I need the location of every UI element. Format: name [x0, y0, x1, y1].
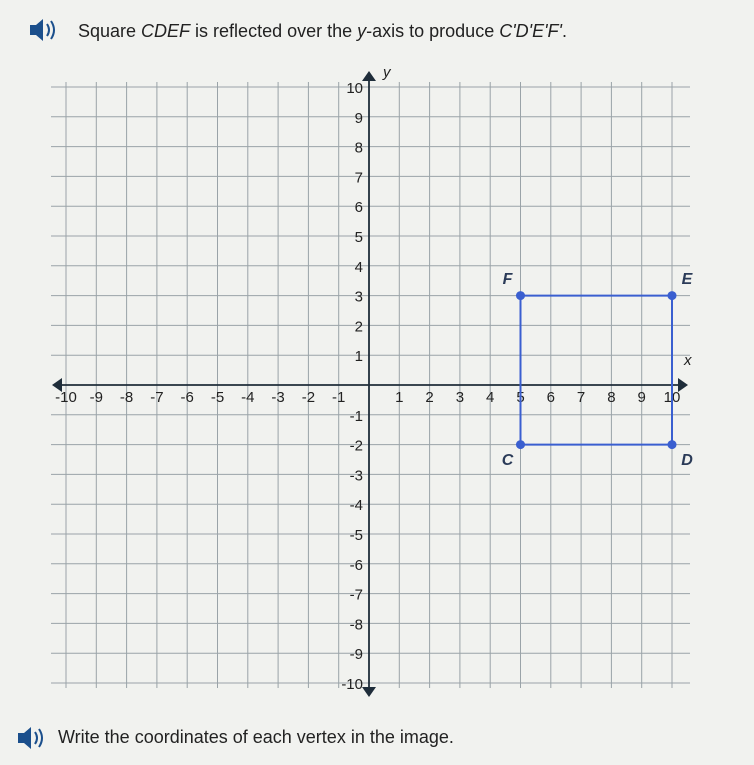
x-tick-label: -7: [150, 389, 163, 406]
y-tick-label: 3: [355, 289, 363, 306]
x-tick-label: -5: [211, 389, 224, 406]
question-segment: .: [562, 21, 567, 41]
vertex-label: E: [682, 271, 694, 288]
vertex-point: [516, 440, 525, 450]
x-tick-label: 4: [486, 389, 494, 406]
speaker-icon[interactable]: [30, 19, 55, 41]
vertex-label: D: [681, 452, 693, 469]
question-text: Square CDEF is reflected over the y-axis…: [78, 21, 567, 41]
vertex-point: [516, 291, 525, 301]
x-tick-label: 8: [607, 389, 615, 406]
x-tick-label: 7: [577, 389, 585, 406]
square: [519, 294, 673, 446]
x-tick-label: -1: [332, 389, 345, 406]
question-segment: CDEF: [141, 21, 191, 41]
x-tick-label: 3: [456, 389, 464, 406]
x-tick-label: -6: [181, 389, 194, 406]
question-segment: -axis to produce: [366, 21, 499, 41]
prompt-text: Write the coordinates of each vertex in …: [58, 727, 454, 747]
question-segment: y: [355, 21, 367, 41]
vertex-label: F: [503, 271, 514, 288]
y-tick-label: 10: [346, 80, 363, 97]
x-tick-label: 9: [638, 389, 646, 406]
x-tick-label: -3: [271, 389, 284, 406]
y-tick-label: -1: [350, 408, 363, 425]
y-tick-label: -8: [350, 616, 363, 633]
vertex-label: C: [502, 452, 514, 469]
y-tick-label: -6: [350, 557, 363, 574]
y-tick-label: -3: [350, 467, 363, 484]
x-tick-label: 6: [547, 389, 555, 406]
x-tick-label: -2: [302, 389, 315, 406]
vertex-point: [667, 291, 677, 301]
x-tick-label: -8: [120, 389, 133, 406]
speaker-icon[interactable]: [18, 727, 43, 749]
y-tick-label: 4: [355, 259, 363, 276]
x-tick-label: -10: [55, 389, 77, 406]
y-tick-label: -10: [341, 676, 363, 693]
y-tick-label: -5: [350, 527, 363, 544]
y-tick-label: -7: [350, 587, 363, 604]
x-tick-label: -4: [241, 389, 254, 406]
y-tick-label: 1: [355, 348, 363, 365]
y-tick-label: -4: [350, 497, 363, 514]
x-axis-label: x: [683, 352, 692, 369]
vertex-point: [667, 440, 677, 450]
question-segment: is reflected over the: [190, 21, 357, 41]
x-tick-label: 2: [425, 389, 433, 406]
y-tick-label: 2: [355, 318, 363, 335]
coordinate-plane: -10 -9 -8 -7 -6 -5 -4 -3 -2 -1 1 2 3 4 5 6 7 8 9 10-10-9-8-…: [51, 64, 694, 697]
y-tick-label: 7: [355, 169, 363, 186]
question-segment: Square: [78, 21, 141, 41]
question-segment: C'D'E'F': [499, 21, 562, 41]
y-tick-label: -9: [350, 646, 363, 663]
x-tick-label: -9: [90, 389, 103, 406]
y-tick-label: 6: [355, 199, 363, 216]
y-tick-label: 5: [355, 229, 363, 246]
y-tick-label: -2: [350, 438, 363, 455]
y-tick-label: 8: [355, 140, 363, 157]
x-tick-label: 1: [395, 389, 403, 406]
y-tick-label: 9: [355, 110, 363, 127]
y-axis-label: y: [382, 64, 392, 81]
